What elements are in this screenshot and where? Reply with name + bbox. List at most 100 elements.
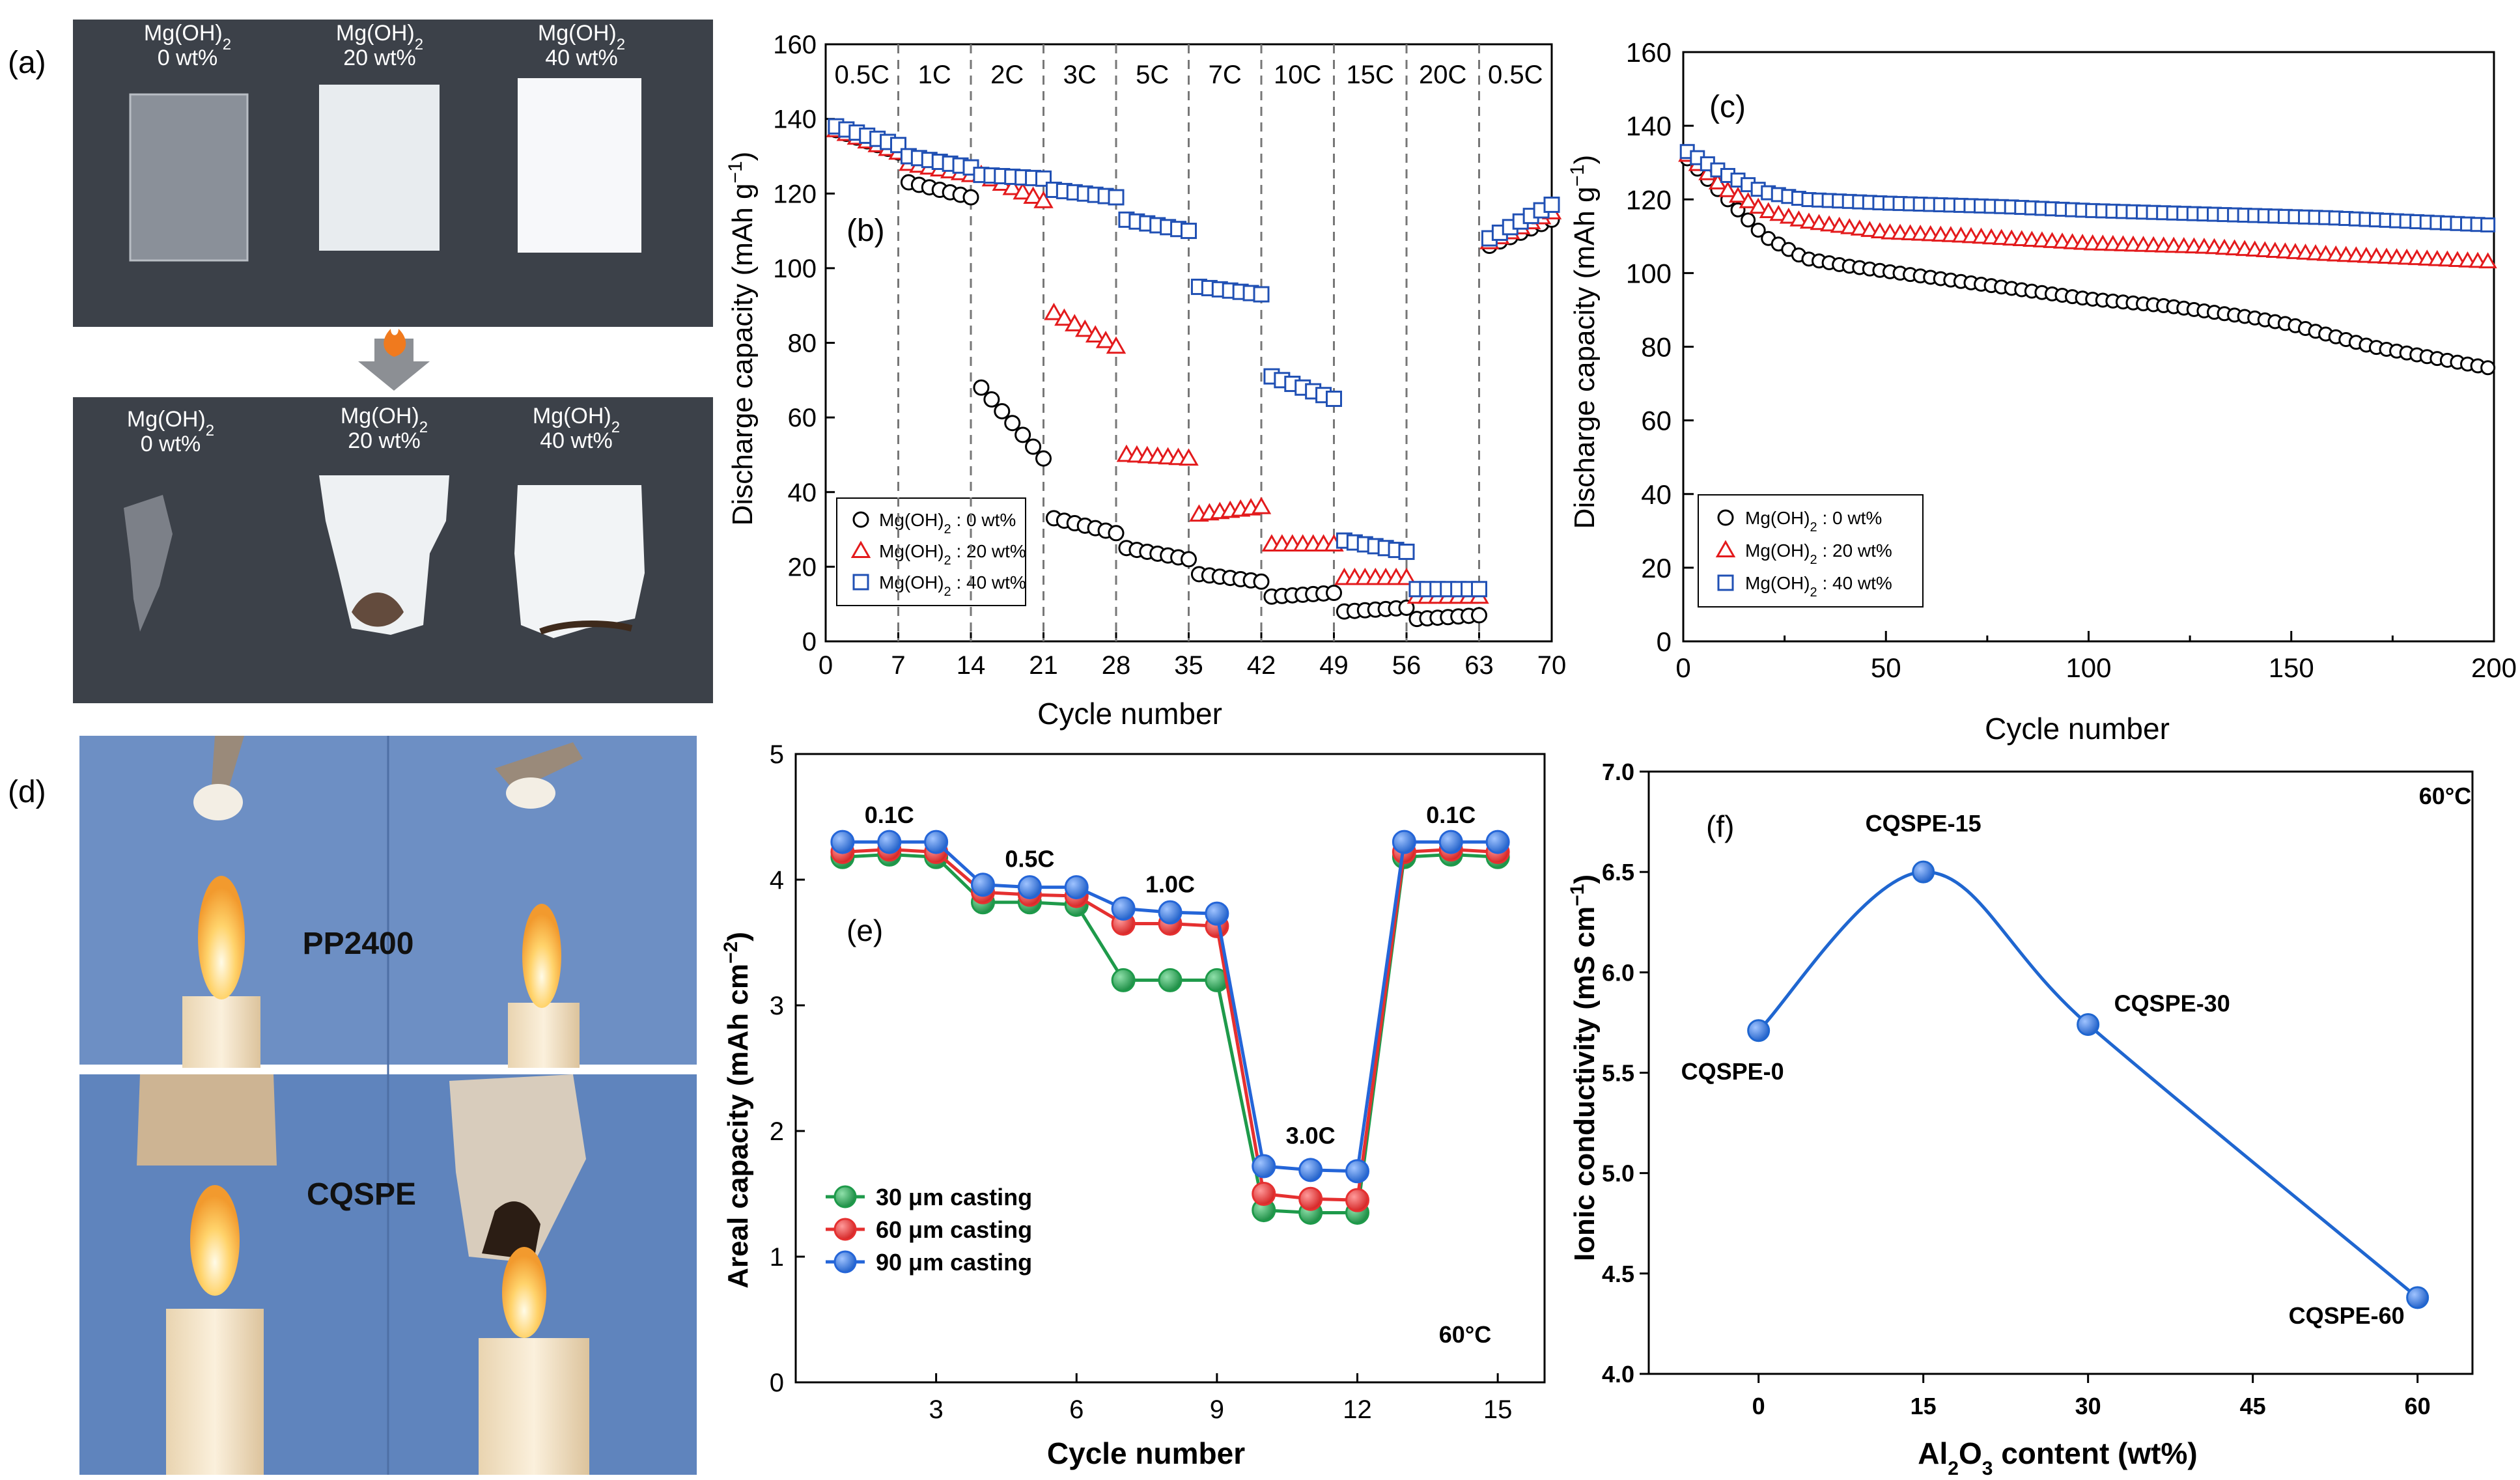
chart-b-point-square (1471, 581, 1487, 598)
chart-b-point-circle (1108, 525, 1125, 542)
label-before-40-name: Mg(OH)2 (538, 21, 625, 53)
panel-label-f: (f) (1706, 809, 1734, 843)
chart-e-rate-label: 0.1C (865, 802, 914, 828)
chart-b-point-triangle (1065, 314, 1085, 331)
chart-c-xtick-label: 50 (1871, 652, 1901, 683)
cqspe-film-2 (449, 1074, 586, 1263)
chart-c-point-triangle (1810, 214, 1828, 230)
chart-b-xtick-label: 49 (1319, 651, 1349, 680)
chart-c-legend-label: Mg(OH)2 : 0 wt% (1745, 508, 1882, 535)
chart-b-xtick-label: 0 (819, 651, 833, 680)
chart-b-point-square (1398, 543, 1415, 560)
chart-c-point-triangle (1749, 197, 1768, 214)
tweezers-icon (212, 736, 244, 791)
chart-c-legend-box (1698, 494, 1924, 607)
chart-c-legend: Mg(OH)2 : 0 wt% Mg(OH)2 : 20 wt% Mg(OH)2 :… (1698, 494, 1924, 607)
film-20wt-burnt (319, 475, 449, 635)
chart-f: (f) Al2O3 content (wt%) Ionic conductivi… (1567, 759, 2474, 1479)
chart-c-point-triangle (2032, 231, 2051, 247)
chart-f-ytick-label: 7.0 (1602, 759, 1634, 785)
chart-c-point-triangle (2235, 240, 2254, 257)
chart-b-point-circle (1471, 607, 1487, 624)
chart-b-xtick-label: 7 (891, 651, 905, 680)
chart-b-point-square (1108, 189, 1125, 206)
chart-c-point-triangle (1789, 210, 1808, 227)
chart-b-point-circle (1398, 599, 1415, 616)
chart-c-point-triangle (2478, 252, 2497, 269)
chart-e-point (1111, 896, 1136, 921)
chart-b-rate-label: 15C (1347, 61, 1394, 89)
chart-c-xlabel: Cycle number (1985, 712, 2170, 746)
chart-e-legend-label: 90 μm casting (876, 1249, 1032, 1276)
chart-b-point-circle (983, 391, 1000, 408)
chart-b-xtick-label: 70 (1537, 651, 1567, 680)
chart-c-ytick-label: 0 (1657, 626, 1672, 657)
chart-c-xtick-label: 200 (2471, 652, 2517, 683)
chart-e: (e) Cycle number Areal capacity (mAh cm−… (720, 740, 1546, 1470)
chart-b-point-triangle (1023, 186, 1043, 204)
chart-e-point (877, 830, 902, 854)
candle-3 (166, 1309, 264, 1475)
chart-f-ytick-label: 5.5 (1602, 1060, 1634, 1087)
chart-e-point (830, 830, 855, 854)
chart-c-ytick-label: 100 (1626, 258, 1672, 288)
chart-e-ytick-label: 5 (770, 740, 784, 769)
chart-e-point (1298, 1186, 1323, 1211)
chart-b-xtick-label: 28 (1102, 651, 1131, 680)
panel-d: (d) PP2400 CQSPE (8, 736, 697, 1475)
chart-e-point (1017, 875, 1042, 900)
film-40wt-before (518, 78, 641, 253)
chart-c-point-triangle (1830, 216, 1849, 233)
chart-b-point-triangle (1396, 567, 1417, 585)
chart-c-point-triangle (1779, 207, 1798, 224)
chart-b-ytick-label: 80 (788, 329, 817, 358)
film-40wt-burnt (514, 485, 645, 638)
chart-f-point-label: CQSPE-30 (2114, 990, 2230, 1017)
chart-c-point-triangle (1728, 186, 1748, 203)
chart-c-legend-marker (1717, 574, 1734, 591)
label-after-20-name: Mg(OH)2 (341, 404, 428, 436)
chart-f-xtick-label: 0 (1752, 1393, 1765, 1419)
chart-e-legend: 30 μm casting 60 μm casting 90 μm casting (826, 1184, 1032, 1276)
chart-b-rate-label: 2C (990, 61, 1024, 89)
chart-c-point-triangle (2276, 242, 2295, 258)
chart-e-legend-label: 60 μm casting (876, 1216, 1032, 1243)
chart-b-ytick-label: 40 (788, 479, 817, 507)
chart-b-point-triangle (1044, 302, 1064, 320)
chart-c-point-triangle (1992, 229, 2011, 245)
chart-b-rate-label: 3C (1063, 61, 1097, 89)
chart-f-point-label: CQSPE-0 (1681, 1058, 1784, 1085)
chart-b-point-square (1326, 390, 1342, 407)
chart-c-point-triangle (1850, 219, 1869, 236)
chart-e-xtick-label: 3 (929, 1395, 944, 1424)
chart-e-point (1205, 901, 1229, 926)
chart-e-legend-label: 30 μm casting (876, 1184, 1032, 1210)
chart-b-rate-label: 0.5C (835, 61, 890, 89)
chart-f-point (1912, 860, 1935, 884)
chart-e-point (1111, 968, 1136, 992)
chart-c-point-circle (2480, 360, 2496, 376)
film-0wt-burnt (124, 495, 173, 632)
chart-e-point (1064, 875, 1089, 900)
chart-b-xtick-label: 42 (1247, 651, 1276, 680)
panel-label-a: (a) (8, 46, 46, 80)
chart-e-xtick-label: 6 (1069, 1395, 1084, 1424)
chart-f-temperature: 60°C (2419, 783, 2471, 809)
chart-b-ytick-label: 100 (773, 255, 817, 283)
chart-f-ytick-label: 5.0 (1602, 1160, 1634, 1187)
chart-e-point (1345, 1188, 1369, 1212)
chart-b-xlabel: Cycle number (1037, 697, 1222, 731)
chart-b-point-triangle (1085, 325, 1106, 343)
film-20wt-before (319, 85, 440, 251)
candle-1 (182, 996, 260, 1068)
chart-b-xtick-label: 56 (1392, 651, 1421, 680)
chart-f-ytick-label: 6.5 (1602, 859, 1634, 886)
chart-f-line (1757, 870, 2419, 1299)
label-after-0-name: Mg(OH)2 (127, 407, 214, 440)
chart-b-rate-label: 0.5C (1488, 61, 1543, 89)
chart-b-point-circle (1015, 426, 1031, 443)
chart-c-point-triangle (1820, 215, 1839, 232)
chart-b-point-square (1181, 223, 1197, 240)
chart-b-point-triangle (1106, 336, 1127, 354)
